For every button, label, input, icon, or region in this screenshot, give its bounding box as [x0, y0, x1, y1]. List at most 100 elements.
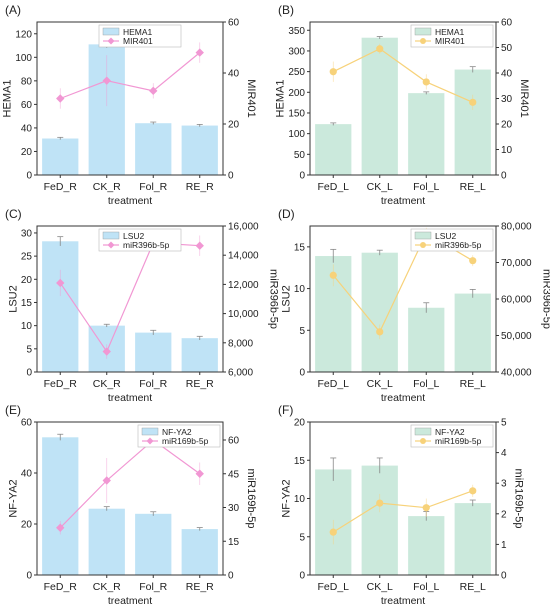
legend-line-label: miR169b-5p — [162, 436, 209, 446]
legend-line-label: MIR401 — [123, 36, 153, 46]
line-point — [422, 78, 430, 86]
x-tick-label: Fol_R — [139, 378, 167, 390]
bar — [42, 437, 79, 575]
line-point — [329, 68, 337, 76]
y-axis-title: NF-YA2 — [280, 479, 292, 517]
bar — [42, 241, 79, 372]
line-point — [102, 476, 111, 485]
x-tick-label: RE_R — [186, 181, 214, 193]
bar — [408, 516, 445, 575]
y2-tick-label: 0 — [501, 571, 507, 582]
legend-box — [410, 424, 494, 448]
x-tick-label: RE_L — [460, 581, 486, 593]
x-tick-label: CK_R — [93, 581, 121, 593]
line-point — [469, 257, 477, 265]
line-point — [329, 271, 337, 279]
x-tick-label: RE_R — [186, 378, 214, 390]
legend-line-label: MIR401 — [435, 36, 465, 46]
y2-tick-label: 6,000 — [228, 368, 253, 379]
y2-tick-label: 10,000 — [228, 309, 259, 320]
bar — [181, 338, 218, 372]
legend-line-label: miR396b-5p — [435, 240, 482, 250]
legend-line-marker — [107, 37, 115, 45]
y-tick-label: 5 — [299, 532, 305, 543]
legend-line-marker — [420, 38, 426, 44]
legend-bar-swatch — [102, 231, 120, 240]
y-tick-label: 10 — [294, 284, 306, 295]
line-point — [195, 469, 204, 478]
y-tick-label: 0 — [26, 171, 32, 182]
y2-tick-label: 50 — [501, 43, 513, 54]
line-point — [102, 347, 111, 356]
y2-tick-label: 45 — [228, 469, 240, 480]
y-axis-title: NF-YA2 — [7, 479, 19, 517]
y2-tick-label: 15 — [228, 537, 240, 548]
y-tick-label: 120 — [15, 29, 32, 40]
x-tick-label: FeD_L — [317, 181, 349, 193]
legend-bar-swatch — [414, 427, 432, 436]
bar — [135, 123, 172, 175]
y-tick-label: 200 — [288, 88, 305, 99]
legend-box — [98, 228, 182, 252]
bar — [135, 332, 172, 372]
bar — [454, 503, 491, 575]
y-tick-label: 0 — [26, 368, 32, 379]
bar — [42, 138, 79, 175]
y-tick-label: 0 — [299, 571, 305, 582]
legend-line-marker — [107, 241, 115, 249]
y-tick-label: 100 — [288, 129, 305, 140]
legend-bar-swatch — [414, 27, 432, 36]
y2-tick-label: 14,000 — [228, 251, 259, 262]
y2-tick-label: 0 — [228, 571, 234, 582]
legend-line-marker — [420, 438, 426, 444]
y-tick-label: 0 — [26, 571, 32, 582]
y-tick-label: 5 — [299, 326, 305, 337]
y2-tick-label: 70,000 — [501, 258, 532, 269]
legend-line-marker — [420, 242, 426, 248]
y-tick-label: 60 — [21, 418, 33, 429]
y2-axis-title: MIR401 — [518, 79, 530, 118]
x-tick-label: CK_R — [93, 181, 121, 193]
y-tick-label: 10 — [294, 494, 306, 505]
y2-tick-label: 60 — [228, 18, 240, 29]
y-tick-label: 40 — [21, 469, 33, 480]
series-line — [59, 439, 201, 529]
y2-tick-label: 60 — [501, 18, 513, 29]
y2-tick-label: 0 — [501, 171, 507, 182]
y-tick-label: 60 — [21, 100, 33, 111]
y2-axis-title: MIR401 — [245, 79, 257, 118]
y-tick-label: 100 — [15, 53, 32, 64]
series-line — [59, 242, 200, 353]
y-tick-label: 20 — [21, 147, 33, 158]
legend-line-marker — [146, 437, 154, 445]
x-axis-title: treatment — [108, 195, 152, 207]
y2-tick-label: 50,000 — [501, 331, 532, 342]
y-tick-label: 0 — [299, 368, 305, 379]
line-point — [149, 86, 158, 96]
x-tick-label: Fol_L — [413, 581, 439, 593]
y2-tick-label: 4 — [501, 448, 507, 459]
legend-box — [410, 24, 494, 48]
legend-bar-label: HEMA1 — [435, 27, 465, 37]
bar — [454, 69, 491, 175]
x-tick-label: FeD_R — [44, 378, 78, 390]
y2-tick-label: 40,000 — [501, 368, 532, 379]
legend-box — [137, 424, 221, 448]
x-tick-label: Fol_L — [413, 378, 439, 390]
y-tick-label: 25 — [21, 252, 33, 263]
panel-label: (B) — [278, 3, 294, 17]
chart-panel: (E) 0 20 40 60 0 15 30 45 60 FeD_R CK_R Fol_R RE_Rtre… — [5, 403, 257, 607]
line-point — [195, 241, 204, 250]
y2-tick-label: 12,000 — [228, 280, 259, 291]
y2-tick-label: 3 — [501, 479, 507, 490]
line-point — [102, 76, 111, 85]
y2-axis-title: miR396b-5p — [268, 269, 280, 329]
legend-line-label: miR169b-5p — [435, 436, 482, 446]
y-tick-label: 5 — [26, 344, 32, 355]
y2-tick-label: 0 — [228, 171, 234, 182]
series-line — [332, 48, 473, 103]
bar — [361, 37, 398, 175]
y-tick-label: 15 — [21, 298, 33, 309]
y2-tick-label: 2 — [501, 509, 507, 520]
